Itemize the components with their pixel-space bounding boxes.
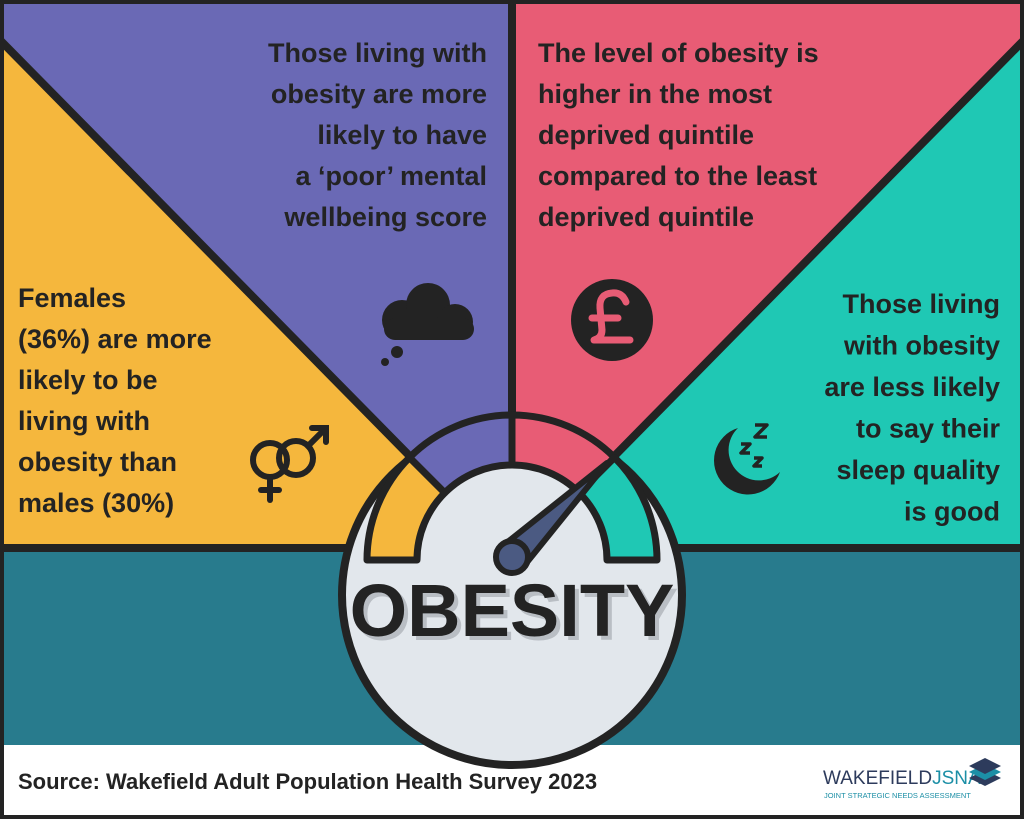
panel-text: Females [18, 283, 126, 313]
panel-text: The level of obesity is [538, 38, 819, 68]
panel-text: (36%) are more [18, 324, 212, 354]
gauge-label: OBESITY [350, 569, 675, 652]
panel-text: Those living with [268, 38, 487, 68]
panel-text: higher in the most [538, 79, 772, 109]
source-text: Source: Wakefield Adult Population Healt… [18, 769, 597, 794]
panel-text: compared to the least [538, 161, 817, 191]
gauge-label-shadow: OBESITY [354, 573, 679, 656]
logo-icon [969, 758, 1001, 786]
gauge-arc [363, 411, 661, 564]
gender-icon [250, 425, 329, 503]
panel-text: are less likely [824, 372, 1000, 402]
panel-text: deprived quintile [538, 120, 754, 150]
panel-text: wellbeing score [283, 202, 487, 232]
sleep-icon [714, 423, 780, 495]
panel-text: living with [18, 406, 150, 436]
panel-text: to say their [856, 414, 1001, 444]
pound-icon [571, 279, 653, 361]
gauge-needle [493, 460, 610, 576]
panel-text: obesity are more [271, 79, 487, 109]
pink-panel [512, 0, 1024, 560]
logo-tagline: JOINT STRATEGIC NEEDS ASSESSMENT [824, 791, 971, 800]
panel-text: is good [904, 497, 1000, 527]
panel-text: deprived quintile [538, 202, 754, 232]
panel-text: males (30%) [18, 488, 174, 518]
panel-text: likely to be [18, 365, 158, 395]
panel-text: Those living [842, 289, 1000, 319]
panel-text: sleep quality [836, 455, 1000, 485]
panel-text: with obesity [843, 331, 1000, 361]
cloud-icon [381, 283, 474, 366]
panel-text: a ‘poor’ mental [295, 161, 487, 191]
panel-text: obesity than [18, 447, 177, 477]
logo-name: WAKEFIELDJSNA [823, 768, 981, 789]
panel-text: likely to have [317, 120, 487, 150]
purple-panel [0, 0, 512, 560]
